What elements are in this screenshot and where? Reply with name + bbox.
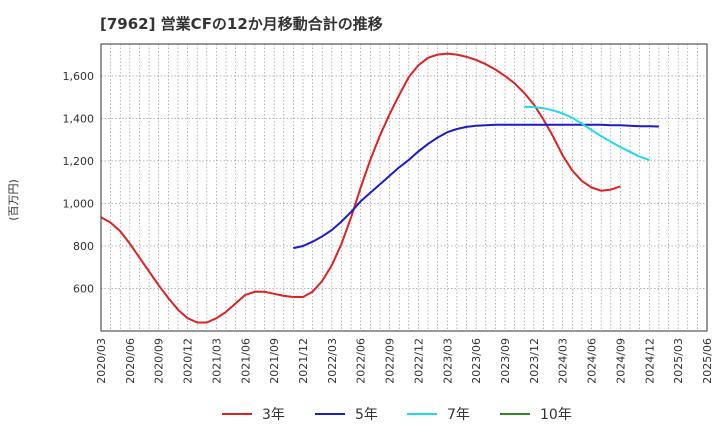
- x-tick-label: 2024/06: [586, 338, 599, 384]
- x-tick-label: 2024/09: [614, 338, 627, 384]
- y-tick-label: 800: [73, 240, 94, 253]
- x-tick-label: 2020/12: [182, 338, 195, 384]
- y-tick-label: 1,200: [63, 155, 95, 168]
- y-tick-label: 600: [73, 282, 94, 295]
- x-tick-label: 2021/12: [297, 338, 310, 384]
- y-axis: 600 800 1,000 1,200 1,400 1,600: [63, 70, 95, 296]
- y-tick-label: 1,600: [63, 70, 95, 83]
- x-tick-label: 2020/06: [124, 338, 137, 384]
- x-tick-label: 2025/03: [672, 338, 685, 384]
- series-layer: [100, 52, 659, 324]
- x-tick-label: 2020/09: [153, 338, 166, 384]
- series-line: [100, 52, 621, 324]
- x-tick-label: 2023/09: [499, 338, 512, 384]
- x-tick-label: 2022/03: [326, 338, 339, 384]
- x-tick-label: 2025/06: [701, 338, 714, 384]
- legend-label: 5年: [355, 407, 378, 423]
- x-tick-label: 2023/03: [441, 338, 454, 384]
- x-tick-label: 2023/12: [528, 338, 541, 384]
- series-line: [524, 105, 650, 161]
- chart-title: [7962] 営業CFの12か月移動合計の推移: [100, 15, 383, 33]
- y-tick-label: 1,000: [63, 197, 95, 210]
- x-tick-label: 2021/03: [210, 338, 223, 384]
- x-tick-label: 2022/12: [412, 338, 425, 384]
- x-tick-label: 2024/12: [643, 338, 656, 384]
- x-tick-label: 2021/06: [239, 338, 252, 384]
- x-tick-label: 2020/03: [95, 338, 108, 384]
- x-axis: 2020/03 2020/06 2020/09 2020/12 2021/03 2021/…: [95, 338, 714, 384]
- legend-label: 7年: [447, 407, 470, 423]
- legend-label: 10年: [540, 407, 572, 423]
- y-tick-label: 1,400: [63, 112, 95, 125]
- y-axis-label: (百万円): [7, 179, 20, 221]
- x-tick-label: 2023/06: [470, 338, 483, 384]
- grid: [100, 44, 708, 331]
- x-tick-label: 2021/09: [268, 338, 281, 384]
- plot-border: [100, 43, 708, 332]
- x-tick-label: 2022/09: [384, 338, 397, 384]
- x-tick-label: 2022/06: [355, 338, 368, 384]
- legend-label: 3年: [262, 407, 285, 423]
- series-line: [293, 123, 659, 250]
- x-tick-label: 2024/03: [557, 338, 570, 384]
- legend: 3年 5年 7年 10年: [222, 407, 572, 423]
